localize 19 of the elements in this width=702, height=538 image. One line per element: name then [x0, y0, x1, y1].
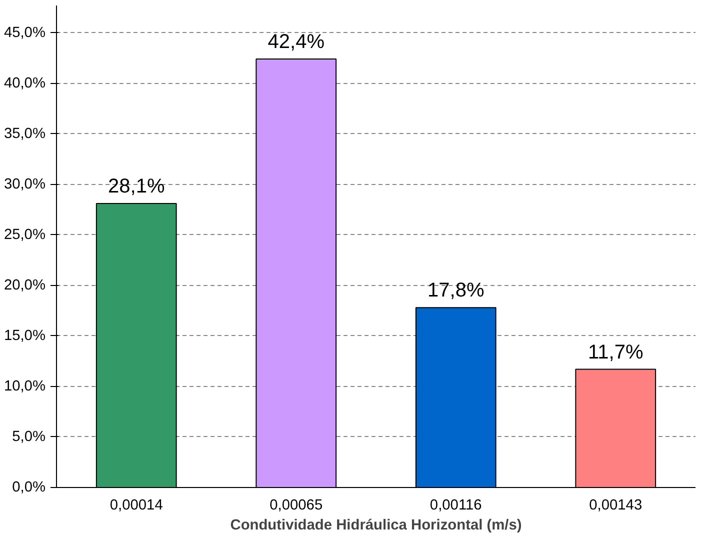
y-tick-label: 10,0% [4, 378, 46, 394]
x-tick-label: 0,00014 [110, 498, 163, 514]
y-tick-label: 15,0% [4, 328, 46, 344]
x-tick-label: 0,00065 [270, 498, 323, 514]
x-axis-title: Condutividade Hidráulica Horizontal (m/s) [230, 518, 522, 534]
y-tick-label: 40,0% [4, 75, 46, 92]
y-tick-label: 0,0% [12, 480, 46, 496]
x-tick-label: 0,00143 [589, 498, 642, 514]
y-tick-label: 30,0% [4, 176, 46, 192]
y-tick-label: 20,0% [4, 277, 46, 294]
data-label: 11,7% [588, 341, 644, 364]
y-tick-label: 45,0% [4, 24, 46, 41]
data-label: 17,8% [428, 280, 484, 302]
y-tick-label: 5,0% [12, 428, 46, 445]
data-label: 42,4% [268, 31, 325, 54]
x-tick-label: 0,00116 [430, 498, 482, 514]
y-tick-label: 35,0% [4, 126, 46, 142]
y-tick-label: 25,0% [4, 226, 46, 243]
data-label: 28,1% [108, 176, 165, 198]
